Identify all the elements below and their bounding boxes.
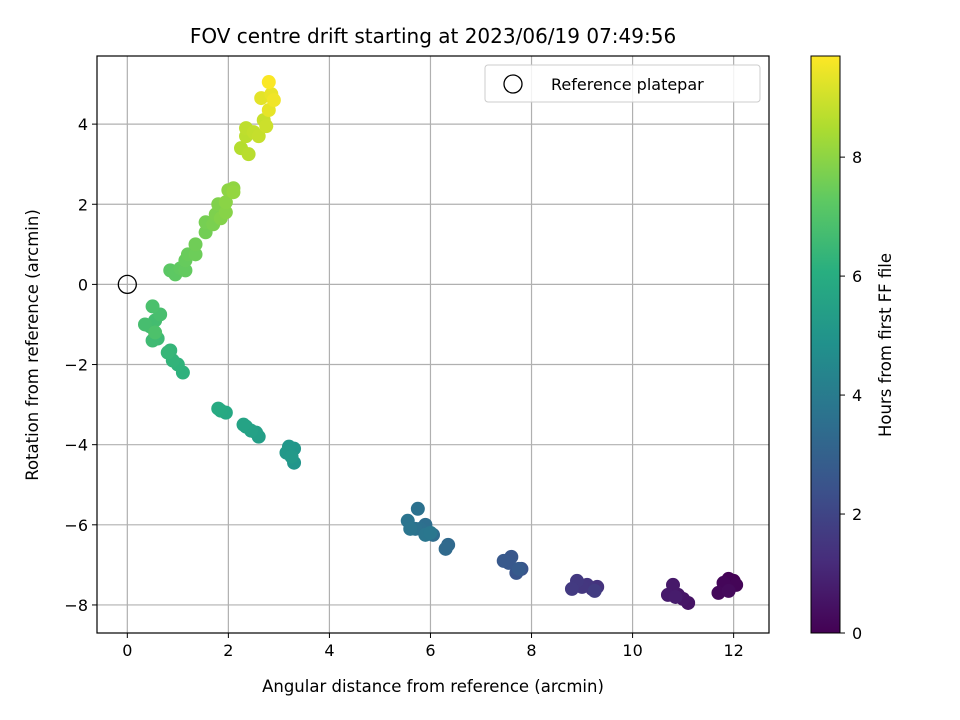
colorbar-tick-label: 0	[852, 624, 862, 643]
colorbar-tick-label: 2	[852, 505, 862, 524]
x-tick-label: 6	[425, 641, 435, 660]
legend-reference-marker	[503, 74, 523, 94]
colorbar: 0 2 4 6 8 Hours from first FF file	[810, 55, 895, 643]
legend-label: Reference platepar	[551, 75, 704, 94]
legend-box	[484, 64, 761, 103]
colorbar-label: Hours from first FF file	[876, 253, 895, 437]
data-point	[178, 263, 193, 278]
y-axis-ticks: −8 −6 −4 −2 0 2 4	[64, 115, 97, 615]
y-tick-label: −4	[64, 436, 88, 455]
data-point	[496, 553, 511, 568]
reference-marker	[117, 274, 137, 295]
x-axis-label: Angular distance from reference (arcmin)	[262, 677, 604, 696]
x-tick-label: 10	[622, 641, 642, 660]
x-tick-label: 0	[122, 641, 132, 660]
data-point	[218, 205, 233, 220]
colorbar-tick-label: 6	[852, 267, 862, 286]
plot-frame	[96, 55, 770, 634]
colorbar-tick-label: 8	[852, 148, 862, 167]
data-point	[241, 147, 256, 162]
data-point	[160, 345, 175, 360]
y-tick-label: 2	[78, 195, 88, 214]
data-point	[148, 325, 163, 340]
data-point	[511, 561, 526, 576]
y-tick-label: 4	[78, 115, 88, 134]
grid-lines	[97, 56, 769, 633]
legend: Reference platepar	[484, 64, 761, 103]
data-point	[211, 401, 226, 416]
data-point	[721, 583, 736, 598]
colorbar-gradient	[810, 55, 841, 634]
data-point	[266, 93, 281, 108]
x-tick-label: 4	[324, 641, 334, 660]
y-tick-label: 0	[78, 275, 88, 294]
x-tick-label: 2	[223, 641, 233, 660]
data-point	[236, 417, 251, 432]
data-point	[138, 317, 152, 332]
data-point	[188, 237, 203, 252]
x-tick-label: 8	[526, 641, 536, 660]
colorbar-ticks: 0 2 4 6 8	[840, 148, 862, 643]
reference-platepar-point	[117, 274, 137, 295]
x-tick-label: 12	[723, 641, 743, 660]
data-point	[261, 75, 276, 90]
y-tick-label: −8	[64, 596, 88, 615]
x-axis-ticks: 0 2 4 6 8 10 12	[122, 633, 744, 660]
data-point	[410, 501, 425, 516]
data-point	[188, 247, 203, 262]
data-point	[218, 195, 233, 210]
y-tick-label: −6	[64, 516, 88, 535]
chart-title: FOV centre drift starting at 2023/06/19 …	[190, 24, 676, 48]
data-point	[564, 581, 579, 596]
y-axis-label: Rotation from reference (arcmin)	[23, 209, 42, 481]
data-points	[138, 75, 744, 610]
data-point	[587, 583, 602, 598]
data-point	[438, 541, 453, 556]
data-point	[668, 589, 683, 604]
y-tick-label: −2	[64, 356, 88, 375]
data-point	[403, 521, 418, 536]
colorbar-tick-label: 4	[852, 386, 862, 405]
data-point	[145, 299, 160, 314]
data-point	[259, 119, 274, 134]
data-point	[226, 185, 241, 200]
data-point	[284, 449, 299, 464]
data-point	[423, 525, 438, 540]
data-point	[251, 129, 266, 144]
